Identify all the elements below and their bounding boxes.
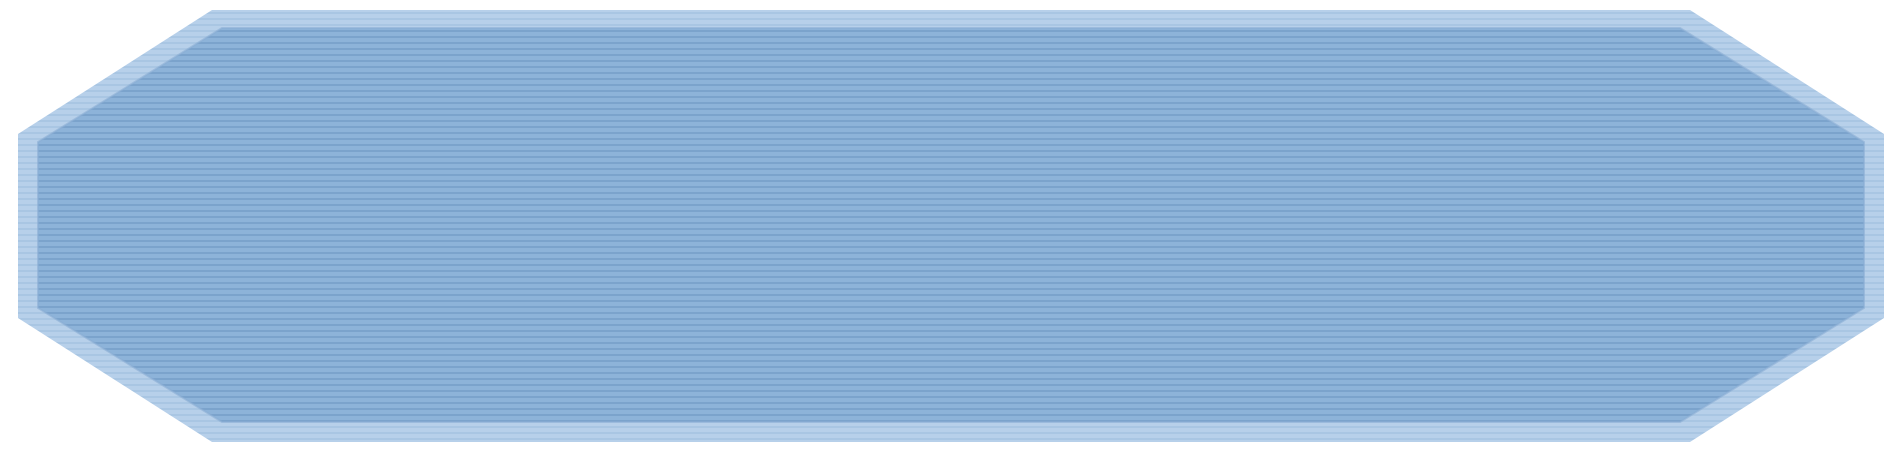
banner-inner-border (37, 27, 1865, 423)
banner-body (38, 28, 1864, 422)
